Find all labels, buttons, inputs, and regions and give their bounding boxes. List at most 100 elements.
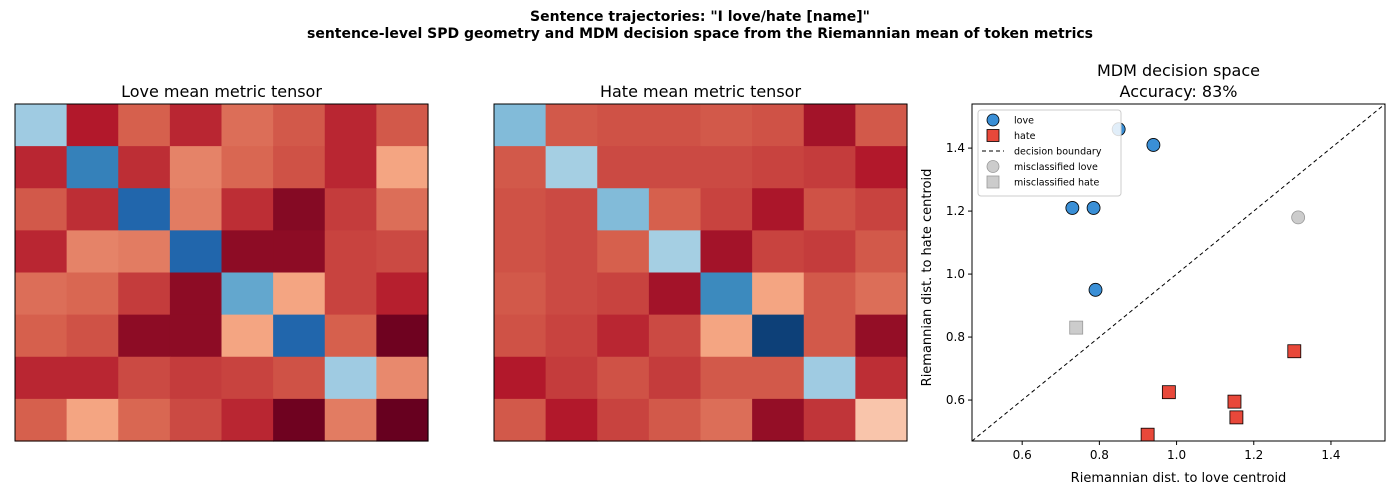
- x-tick-label: 1.0: [1167, 448, 1186, 462]
- heatmap-cell: [221, 356, 274, 400]
- heatmap-cell: [376, 398, 429, 442]
- heatmap-cell: [545, 356, 598, 400]
- heatmap-cell: [66, 188, 119, 231]
- x-tick-label: 0.6: [1013, 448, 1032, 462]
- heatmap-cell: [545, 104, 598, 147]
- heatmap-cell: [169, 398, 223, 442]
- heatmap-cell: [803, 146, 856, 189]
- heatmap-cell: [545, 146, 598, 189]
- heatmap-cell: [118, 398, 171, 442]
- hate-heatmap-panel: Hate mean metric tensor: [493, 82, 908, 442]
- heatmap-cell: [803, 314, 856, 358]
- heatmap-cell: [376, 188, 429, 231]
- scatter-title: MDM decision space: [1097, 61, 1260, 80]
- heatmap-cell: [700, 314, 753, 358]
- heatmap-cell: [855, 188, 908, 231]
- scatter-plot-area: [972, 104, 1385, 441]
- y-tick-label: 0.6: [946, 393, 965, 407]
- legend-frame: [977, 109, 1122, 197]
- heatmap-cell: [376, 314, 429, 358]
- heatmap-cell: [752, 104, 805, 147]
- heatmap-cell: [648, 356, 702, 400]
- heatmap-cell: [648, 188, 702, 231]
- heatmap-cell: [803, 188, 856, 231]
- heatmap-cell: [855, 398, 908, 442]
- hate-point: [1161, 385, 1176, 400]
- heatmap-cell: [324, 104, 377, 147]
- x-axis-label: Riemannian dist. to love centroid: [1071, 471, 1287, 486]
- heatmap-cell: [376, 272, 429, 316]
- heatmap-cell: [324, 272, 377, 316]
- y-tick-label: 0.8: [946, 330, 965, 344]
- y-tick-label: 1.0: [946, 267, 965, 281]
- heatmap-cell: [752, 356, 805, 400]
- heatmap-cell: [169, 272, 223, 316]
- heatmap-cell: [700, 230, 753, 274]
- heatmap-cell: [221, 230, 274, 274]
- heatmap-cell: [66, 230, 119, 274]
- heatmap-cell: [648, 104, 702, 147]
- heatmap-cell: [494, 398, 547, 442]
- heatmap-cell: [700, 146, 753, 189]
- heatmap-cell: [273, 398, 326, 442]
- heatmap-cell: [273, 314, 326, 358]
- heatmap-cell: [855, 146, 908, 189]
- legend-label: hate: [1014, 131, 1036, 142]
- heatmap-cell: [118, 188, 171, 231]
- heatmap-cell: [700, 356, 753, 400]
- heatmap-cell: [169, 146, 223, 189]
- heatmap-cell: [118, 272, 171, 316]
- hate-point: [1227, 394, 1242, 409]
- heatmap-cell: [273, 146, 326, 189]
- love-heatmap-panel: Love mean metric tensor: [14, 82, 429, 442]
- heatmap-cell: [803, 230, 856, 274]
- heatmap-cell: [597, 398, 650, 442]
- heatmap-cell: [376, 356, 429, 400]
- heatmap-cell: [376, 104, 429, 147]
- heatmap-cell: [15, 314, 68, 358]
- heatmap-cell: [494, 188, 547, 231]
- heatmap-cell: [597, 104, 650, 147]
- heatmap-cell: [15, 146, 68, 189]
- heatmap-cell: [545, 398, 598, 442]
- heatmap-cell: [273, 356, 326, 400]
- y-tick-label: 1.4: [946, 141, 965, 155]
- heatmap-cell: [752, 230, 805, 274]
- heatmap-cell: [597, 272, 650, 316]
- heatmap-cell: [221, 188, 274, 231]
- heatmap-cell: [803, 272, 856, 316]
- heatmap-cell: [597, 188, 650, 231]
- heatmap-cell: [324, 188, 377, 231]
- heatmap-cell: [15, 356, 68, 400]
- heatmap-cell: [15, 230, 68, 274]
- heatmap-cell: [494, 104, 547, 147]
- heatmap-cell: [66, 356, 119, 400]
- love-point: [1065, 201, 1080, 215]
- heatmap-cell: [273, 188, 326, 231]
- heatmap-cell: [118, 314, 171, 358]
- legend-circle-marker: [986, 160, 1000, 173]
- heatmap-cell: [855, 356, 908, 400]
- heatmap-cell: [273, 230, 326, 274]
- heatmap-cell: [494, 146, 547, 189]
- scatter-subtitle: Accuracy: 83%: [1120, 82, 1238, 101]
- heatmap-cell: [118, 356, 171, 400]
- legend-circle-marker: [986, 113, 1000, 127]
- heatmap-cell: [597, 146, 650, 189]
- heatmap-cell: [221, 272, 274, 316]
- misclassified-love-point: [1291, 210, 1306, 225]
- heatmap-cell: [324, 146, 377, 189]
- heatmap-cell: [545, 314, 598, 358]
- legend-label: love: [1014, 116, 1034, 127]
- heatmap-cell: [15, 104, 68, 147]
- heatmap-cell: [118, 104, 171, 147]
- heatmap-cell: [700, 188, 753, 231]
- heatmap-frame: [14, 103, 429, 442]
- heatmap-cell: [169, 314, 223, 358]
- scatter-legend: love hate decision boundary misclassified l…: [977, 109, 1122, 197]
- legend-label: misclassified hate: [1014, 178, 1100, 189]
- heatmap-cell: [752, 314, 805, 358]
- heatmap-cell: [752, 398, 805, 442]
- heatmap-cell: [855, 314, 908, 358]
